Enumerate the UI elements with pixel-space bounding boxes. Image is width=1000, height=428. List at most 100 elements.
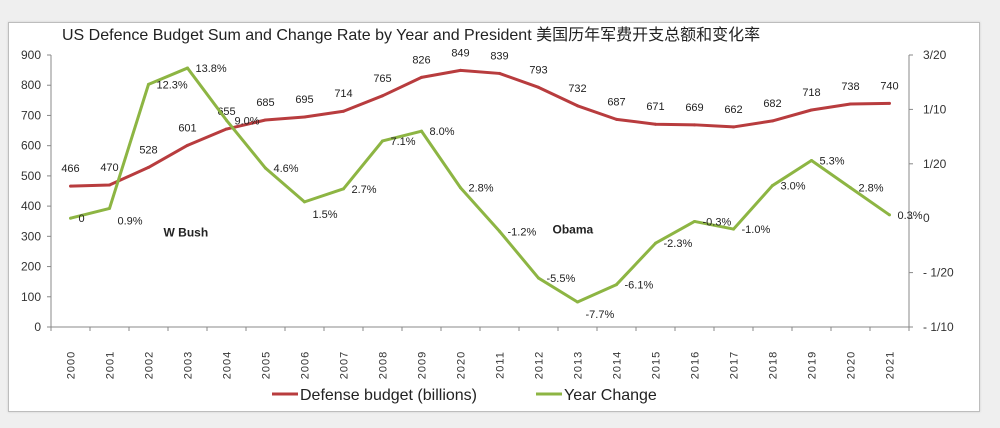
budget-point (225, 127, 228, 131)
x-tick-label: 2013 (573, 351, 585, 379)
chart-title: US Defence Budget Sum and Change Rate by… (62, 26, 760, 44)
change-point (498, 229, 501, 233)
budget-point (654, 122, 657, 126)
left-tick-label: 600 (21, 139, 41, 153)
budget-data-label: 740 (880, 80, 898, 92)
change-point (771, 184, 774, 188)
change-data-label: -7.7% (586, 309, 615, 321)
budget-point (537, 85, 540, 89)
x-tick-label: 2009 (417, 351, 429, 379)
budget-data-label: 839 (490, 50, 508, 62)
budget-point (810, 108, 813, 112)
change-data-label: -6.1% (625, 280, 654, 292)
x-tick-label: 2012 (534, 351, 546, 379)
left-tick-label: 900 (21, 48, 41, 62)
budget-data-label: 470 (100, 162, 118, 174)
change-data-label: -2.3% (664, 238, 693, 250)
left-tick-label: 0 (34, 320, 41, 334)
budget-data-label: 738 (841, 81, 859, 93)
budget-data-label: 826 (412, 54, 430, 66)
budget-point (420, 75, 423, 79)
budget-data-label: 849 (451, 47, 469, 59)
change-point (147, 82, 150, 86)
change-data-label: 1.5% (313, 209, 338, 221)
budget-data-label: 793 (529, 64, 547, 76)
change-line (70, 66, 891, 304)
annotation-w-bush: W Bush (164, 225, 209, 239)
x-tick-label: 2008 (378, 351, 390, 379)
right-tick-label: 0 (923, 211, 930, 225)
budget-data-label: 718 (802, 87, 820, 99)
budget-point (108, 183, 111, 187)
budget-data-label: 466 (61, 163, 79, 175)
budget-point (849, 102, 852, 106)
change-point (186, 66, 189, 70)
change-point (459, 186, 462, 190)
budget-data-label: 671 (646, 101, 664, 113)
change-data-label: 2.8% (469, 183, 494, 195)
change-data-label: 0.3% (898, 210, 923, 222)
budget-point (771, 119, 774, 123)
right-tick-label: 3/20 (923, 48, 947, 62)
budget-point (732, 125, 735, 129)
x-tick-label: 2015 (651, 351, 663, 379)
change-data-label: 9.0% (235, 115, 260, 127)
change-data-label: -0.3% (703, 216, 732, 228)
change-data-label: -1.2% (508, 226, 537, 238)
change-point (225, 118, 228, 122)
budget-point (888, 101, 891, 105)
change-data-label: 4.6% (274, 163, 299, 175)
change-point (381, 139, 384, 143)
left-tick-label: 300 (21, 229, 41, 243)
change-point (732, 227, 735, 231)
budget-point (342, 109, 345, 113)
change-data-label: 2.7% (352, 184, 377, 196)
change-point (888, 213, 891, 217)
budget-point (69, 184, 72, 188)
chart-frame (8, 22, 980, 412)
budget-point (576, 104, 579, 108)
budget-point (615, 117, 618, 121)
change-data-label: -1.0% (742, 224, 771, 236)
x-tick-label: 2001 (105, 351, 117, 379)
budget-data-label: 662 (724, 104, 742, 116)
legend-label-budget: Defense budget (billions) (300, 387, 477, 404)
budget-point (186, 143, 189, 147)
change-data-label: 7.1% (391, 136, 416, 148)
right-tick-label: 1/20 (923, 157, 947, 171)
budget-data-label: 714 (334, 88, 352, 100)
budget-data-label: 732 (568, 83, 586, 95)
x-tick-label: 2020 (456, 351, 468, 379)
x-tick-label: 2002 (144, 351, 156, 379)
change-point (615, 283, 618, 287)
budget-point (303, 115, 306, 119)
budget-point (498, 71, 501, 75)
change-point (420, 129, 423, 133)
change-point (654, 241, 657, 245)
change-data-label: 0.9% (118, 215, 143, 227)
change-point (576, 300, 579, 304)
budget-data-label: 687 (607, 96, 625, 108)
x-tick-label: 2019 (807, 351, 819, 379)
x-tick-label: 2000 (66, 351, 78, 379)
x-tick-label: 2014 (612, 351, 624, 379)
annotation-obama: Obama (553, 222, 594, 236)
right-tick-label: - 1/10 (923, 320, 954, 334)
left-tick-label: 400 (21, 199, 41, 213)
left-tick-label: 500 (21, 169, 41, 183)
change-data-label: 8.0% (430, 126, 455, 138)
x-tick-label: 2016 (690, 351, 702, 379)
left-tick-label: 200 (21, 260, 41, 274)
change-point (849, 186, 852, 190)
budget-point (381, 94, 384, 98)
x-tick-label: 2021 (885, 351, 897, 379)
change-data-label: 2.8% (859, 183, 884, 195)
left-tick-label: 700 (21, 108, 41, 122)
change-data-label: 12.3% (157, 79, 188, 91)
legend-label-change: Year Change (564, 387, 657, 404)
change-data-label: 0 (79, 213, 85, 225)
x-tick-label: 2007 (339, 351, 351, 379)
change-point (108, 206, 111, 210)
budget-data-label: 695 (295, 94, 313, 106)
right-tick-label: 1/10 (923, 102, 947, 116)
